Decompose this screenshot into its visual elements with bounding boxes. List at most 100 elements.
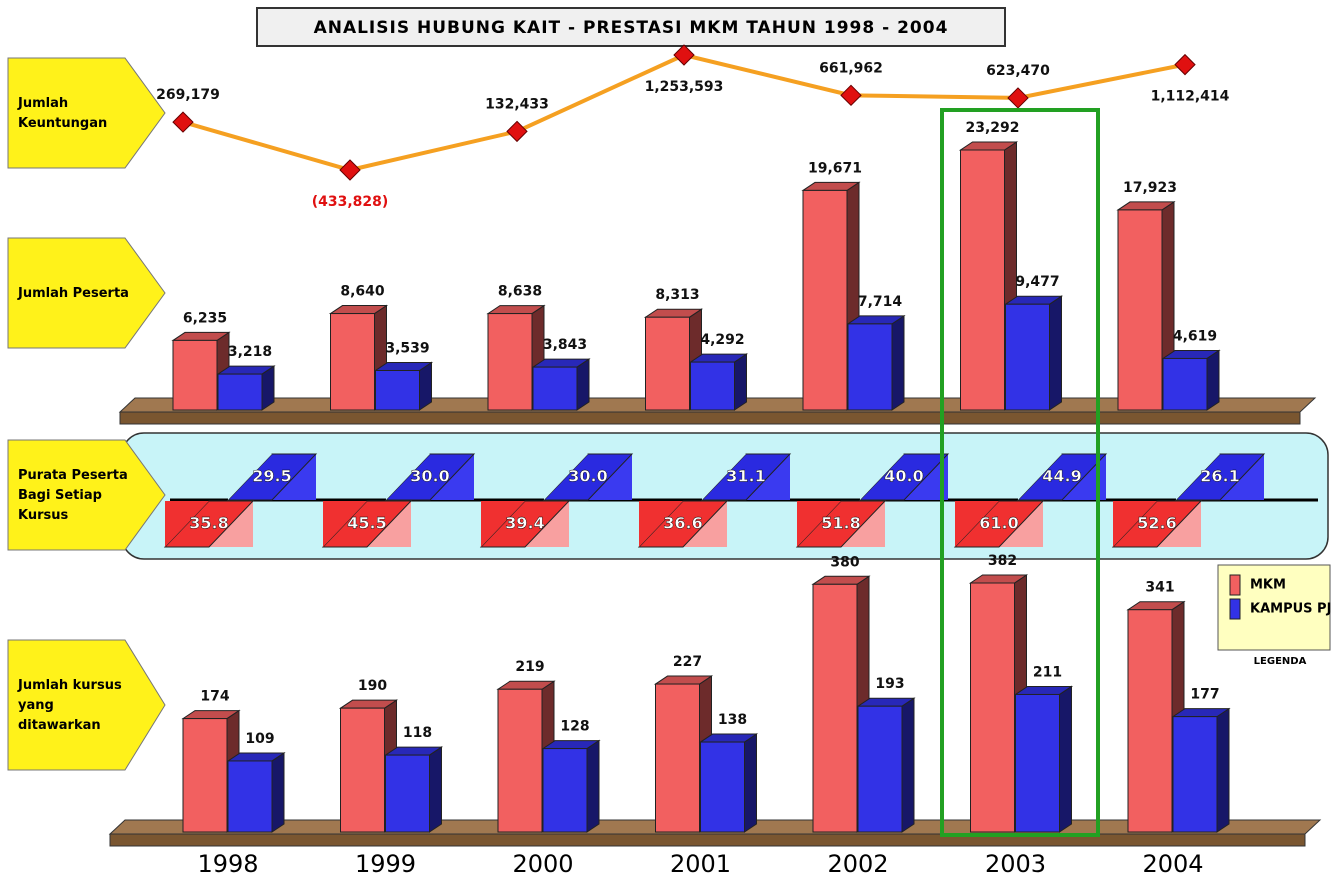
value-label: 3,539: [385, 340, 429, 356]
legend-label: KAMPUS PJ: [1250, 602, 1331, 617]
value-label: 6,235: [183, 310, 227, 326]
value-label: 31.1: [726, 467, 765, 486]
value-label: 380: [830, 554, 859, 570]
bar-side: [1060, 686, 1072, 832]
profit-marker: [340, 160, 360, 180]
bar-side: [587, 741, 599, 832]
x-tick-label: 1999: [355, 850, 416, 878]
bar: [1128, 610, 1172, 832]
value-label: 26.1: [1200, 467, 1239, 486]
profit-marker: [507, 121, 527, 141]
bar-side: [745, 734, 757, 832]
value-label: 269,179: [156, 87, 220, 103]
value-label: 61.0: [979, 514, 1018, 533]
value-label: 30.0: [568, 467, 607, 486]
x-tick-label: 2002: [827, 850, 888, 878]
bar-side: [735, 354, 747, 410]
bar: [971, 583, 1015, 832]
value-label: 193: [875, 676, 904, 692]
shelf: [110, 834, 1305, 846]
value-label: 177: [1190, 687, 1219, 703]
bar-side: [902, 698, 914, 832]
bar-side: [1207, 350, 1219, 410]
bar: [1006, 304, 1050, 410]
value-label: 8,638: [498, 284, 542, 300]
value-label: 36.6: [663, 514, 702, 533]
value-label: 4,619: [1173, 328, 1217, 344]
value-label: 35.8: [189, 514, 228, 533]
bar: [803, 190, 847, 410]
value-label: 1,112,414: [1151, 89, 1230, 105]
value-label: 211: [1033, 664, 1062, 680]
value-label: 9,477: [1015, 274, 1059, 290]
value-label: 7,714: [858, 294, 903, 310]
bar: [813, 584, 857, 832]
bar: [543, 749, 587, 832]
value-label: 19,671: [808, 160, 862, 176]
value-label: 174: [200, 689, 229, 705]
legend-label: MKM: [1250, 578, 1286, 593]
value-label: 109: [245, 731, 274, 747]
value-label: 219: [515, 659, 544, 675]
bar: [1016, 694, 1060, 832]
profit-marker: [173, 112, 193, 132]
value-label: 52.6: [1137, 514, 1176, 533]
value-label: 3,843: [543, 337, 587, 353]
bar: [183, 719, 227, 832]
bar: [488, 314, 532, 410]
bar-side: [892, 316, 904, 410]
value-label: 138: [718, 712, 747, 728]
x-tick-label: 2000: [512, 850, 573, 878]
value-label: 382: [988, 553, 1017, 569]
value-label: 30.0: [410, 467, 449, 486]
row-label: Jumlah Peserta: [17, 286, 129, 301]
value-label: 39.4: [505, 514, 544, 533]
bar: [386, 755, 430, 832]
bar: [1163, 358, 1207, 410]
value-label: 8,640: [340, 284, 385, 300]
value-label: 4,292: [700, 332, 744, 348]
chart-title: ANALISIS HUBUNG KAIT - PRESTASI MKM TAHU…: [314, 18, 949, 38]
value-label: 8,313: [655, 287, 699, 303]
value-label: 23,292: [965, 120, 1019, 136]
value-label: 29.5: [252, 467, 291, 486]
value-label: 190: [358, 678, 387, 694]
bar: [173, 340, 217, 410]
shelf: [120, 412, 1300, 424]
value-label: 40.0: [884, 467, 923, 486]
x-tick-label: 2003: [985, 850, 1046, 878]
value-label: 623,470: [986, 63, 1050, 79]
value-label: 3,218: [228, 344, 272, 360]
value-label: 128: [560, 719, 589, 735]
legend-swatch: [1230, 575, 1240, 595]
chart: ANALISIS HUBUNG KAIT - PRESTASI MKM TAHU…: [0, 0, 1339, 884]
value-label: 118: [403, 725, 432, 741]
value-label: 227: [673, 654, 702, 670]
value-label: 341: [1145, 580, 1174, 596]
bar: [656, 684, 700, 832]
profit-marker: [1175, 55, 1195, 75]
bar: [848, 324, 892, 410]
label-arrow: [8, 58, 165, 168]
value-label: 45.5: [347, 514, 386, 533]
bar: [858, 706, 902, 832]
bar-side: [1050, 296, 1062, 410]
bar: [228, 761, 272, 832]
bar: [691, 362, 735, 410]
x-tick-label: 1998: [197, 850, 258, 878]
bar-side: [272, 753, 284, 832]
bar: [1118, 210, 1162, 410]
value-label: 661,962: [819, 60, 883, 76]
bar: [533, 367, 577, 410]
profit-marker: [841, 85, 861, 105]
value-label: (433,828): [312, 194, 389, 210]
bar: [646, 317, 690, 410]
bar: [961, 150, 1005, 410]
legend-title: LEGENDA: [1254, 656, 1307, 667]
value-label: 132,433: [485, 96, 549, 112]
bar: [498, 689, 542, 832]
bar: [331, 314, 375, 410]
bar: [218, 374, 262, 410]
x-tick-label: 2004: [1142, 850, 1203, 878]
value-label: 51.8: [821, 514, 860, 533]
